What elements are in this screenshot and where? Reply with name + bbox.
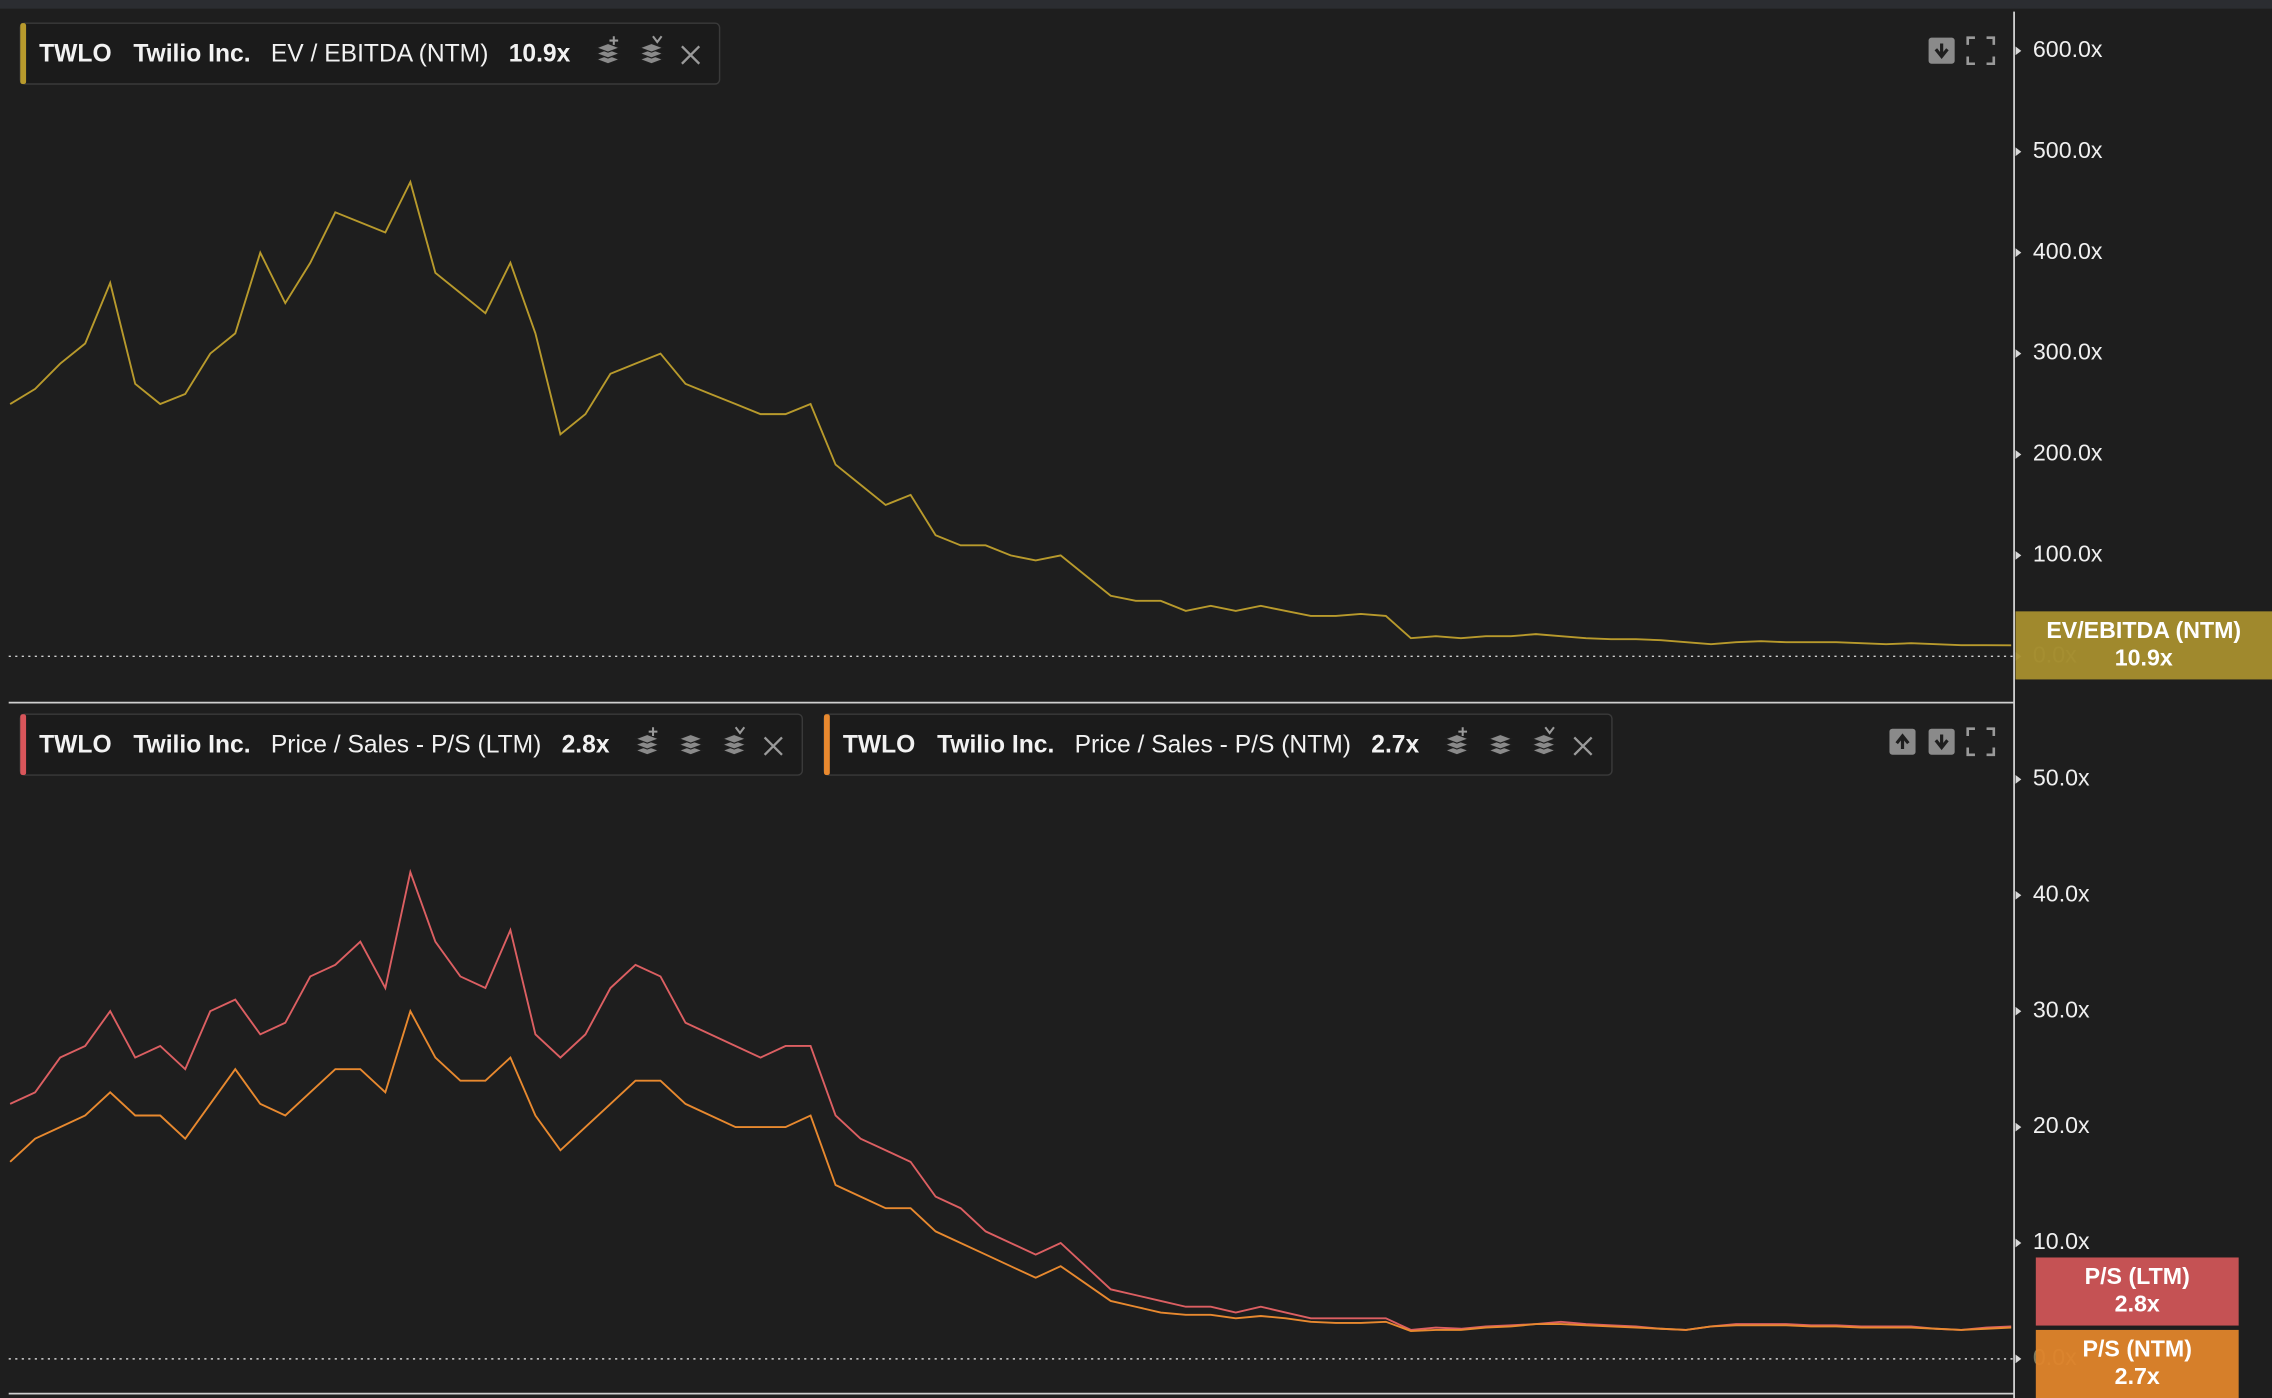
tick-mark [2015,551,2022,560]
badge-value: 10.9x [2115,644,2173,670]
button-arrow [1895,733,1910,749]
icon-part [594,42,622,53]
close-icon[interactable] [763,736,783,756]
tick-mark [2015,890,2022,900]
layer-icon[interactable] [634,727,661,756]
tick-mark [2015,1354,2022,1364]
layer-icon[interactable] [1443,727,1471,756]
series-line [9,1008,2012,1333]
legend-color [20,714,27,776]
layer-icon[interactable] [1487,733,1514,756]
fullscreen-icon[interactable] [1966,36,1996,66]
icon-part [1443,733,1471,744]
layer-icon[interactable] [1530,726,1558,756]
y-tick-label: 40.0x [2033,880,2090,906]
value-badge [2035,1257,2239,1326]
layer-icon[interactable] [594,36,622,65]
y-tick-label: 200.0x [2033,440,2103,466]
tick-mark [2015,46,2022,56]
icon-part [720,733,748,744]
legend-metric: Price / Sales - P/S (NTM) [1075,732,1351,759]
icon-part [1530,733,1558,744]
legend-company: Twilio Inc. [133,41,250,68]
icon-part [1487,733,1514,744]
y-tick-label: 100.0x [2033,541,2103,567]
icon-part [677,733,704,744]
y-tick-label: 400.0x [2033,238,2103,264]
tick-mark [2015,1006,2022,1016]
legend-color [824,714,830,776]
layer-icon[interactable] [720,726,748,756]
badge-label: P/S (NTM) [2083,1335,2192,1361]
y-tick-label: 300.0x [2033,339,2103,365]
icon-part [1544,726,1555,735]
top-bar [0,0,2272,9]
tick-mark [2015,349,2022,358]
legend-value: 2.8x [562,732,610,759]
legend-color [20,23,27,85]
tick-mark [2015,248,2022,258]
tick-mark [2015,1122,2022,1132]
fullscreen-icon[interactable] [1966,727,1996,757]
tick-mark [2015,450,2022,459]
y-tick-label: 30.0x [2033,996,2090,1022]
legend-value: 2.7x [1371,732,1419,759]
legend-value: 10.9x [509,41,571,68]
y-tick-label: 10.0x [2033,1228,2090,1254]
icon-part [1458,727,1468,736]
icon-part [634,733,661,744]
value-badge [2035,1329,2239,1398]
tick-mark [2015,147,2022,157]
close-icon[interactable] [681,45,701,65]
legend-metric: Price / Sales - P/S (LTM) [271,732,541,759]
y-tick-label: 500.0x [2033,137,2103,163]
badge-value: 2.7x [2115,1363,2160,1389]
legend-metric: EV / EBITDA (NTM) [271,41,489,68]
value-badge [2015,611,2272,680]
badge-label: P/S (LTM) [2085,1263,2190,1289]
legend-company: Twilio Inc. [937,732,1054,759]
y-tick-label: 50.0x [2033,765,2090,791]
legend-ticker: TWLO [39,732,111,759]
icon-part [648,727,658,736]
legend-company: Twilio Inc. [133,732,250,759]
icon-part [609,36,619,45]
badge-value: 2.8x [2115,1290,2160,1316]
tick-mark [2015,1238,2022,1248]
icon-part [734,726,746,735]
icon-part [652,35,663,44]
tick-mark [2015,775,2022,784]
legend-ticker: TWLO [39,41,111,68]
badge-label: EV/EBITDA (NTM) [2046,617,2241,643]
icon-part [638,42,665,53]
button-arrow [1934,43,1949,60]
layer-icon[interactable] [638,35,665,65]
y-tick-label: 20.0x [2033,1112,2090,1138]
button-arrow [1934,734,1949,751]
legend-ticker: TWLO [843,732,915,759]
y-tick-label: 600.0x [2033,36,2103,62]
layer-icon[interactable] [677,733,704,756]
close-icon[interactable] [1573,736,1593,756]
series-line [9,179,2012,647]
